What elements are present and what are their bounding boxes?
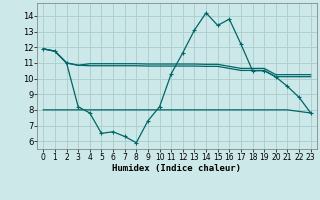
X-axis label: Humidex (Indice chaleur): Humidex (Indice chaleur) <box>113 164 242 173</box>
